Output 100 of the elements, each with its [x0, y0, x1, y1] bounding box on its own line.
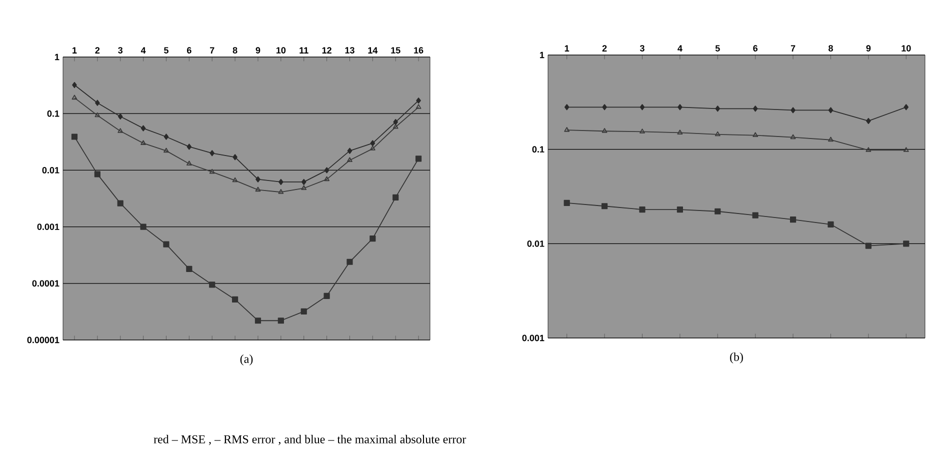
- x-tick-label: 2: [95, 47, 100, 54]
- y-tick-label: 1: [55, 54, 60, 60]
- point: [118, 128, 124, 133]
- point: [232, 296, 238, 303]
- y-tick-label: 0.0001: [32, 280, 60, 287]
- x-tick-label: 16: [414, 47, 424, 54]
- point: [94, 112, 100, 118]
- y-tick-label: 0.01: [527, 240, 544, 247]
- point: [415, 156, 422, 162]
- point: [347, 157, 352, 162]
- point: [255, 186, 261, 192]
- point: [256, 176, 260, 182]
- x-tick-label: 11: [300, 47, 308, 54]
- x-tick-label: 12: [322, 47, 332, 54]
- x-tick-label: 4: [140, 47, 146, 54]
- point: [678, 104, 682, 110]
- y-tick-label: 0.001: [522, 334, 544, 342]
- point: [324, 167, 330, 174]
- point: [278, 318, 284, 324]
- x-tick-label: 1: [564, 45, 570, 52]
- point: [790, 134, 796, 140]
- x-tick-label: 8: [232, 47, 238, 54]
- point: [866, 118, 871, 124]
- y-tick-label: 0.001: [37, 224, 60, 230]
- x-tick-label: 3: [640, 45, 644, 52]
- point: [790, 107, 796, 114]
- point: [186, 160, 192, 166]
- point: [232, 177, 238, 182]
- x-tick-label: 8: [828, 45, 833, 52]
- x-tick-label: 15: [391, 47, 400, 54]
- point: [140, 140, 146, 145]
- point: [254, 318, 262, 324]
- x-tick-label: 3: [118, 47, 123, 54]
- point: [828, 107, 834, 114]
- point: [752, 132, 758, 138]
- point: [416, 98, 421, 104]
- point: [640, 104, 645, 110]
- x-tick-label: 5: [164, 47, 168, 54]
- point: [790, 216, 796, 223]
- point: [117, 200, 124, 206]
- point: [640, 128, 645, 134]
- y-tick-label: 0.01: [42, 167, 60, 174]
- x-tick-label: 10: [276, 47, 286, 54]
- point: [714, 131, 720, 136]
- point: [639, 206, 646, 213]
- x-tick-label: 1: [72, 47, 77, 54]
- point: [564, 200, 570, 206]
- point: [828, 221, 834, 228]
- x-tick-label: 6: [186, 47, 192, 54]
- point: [300, 308, 307, 314]
- point: [164, 134, 169, 140]
- point: [324, 292, 330, 300]
- x-tick-label: 7: [210, 47, 214, 54]
- point: [370, 236, 376, 242]
- point: [140, 125, 146, 132]
- point: [903, 240, 910, 247]
- point: [324, 176, 330, 182]
- point: [232, 154, 238, 160]
- point: [118, 113, 123, 120]
- point: [392, 194, 399, 201]
- x-tick-label: 6: [753, 45, 758, 52]
- point: [186, 266, 192, 272]
- point: [676, 206, 683, 213]
- point: [301, 178, 306, 186]
- x-tick-label: 4: [678, 45, 682, 52]
- point: [752, 212, 758, 218]
- point: [278, 189, 284, 194]
- point: [346, 258, 353, 265]
- point: [602, 128, 608, 133]
- text: red – MSE , – RMS error , and blue – the maximal absolute error: [154, 434, 466, 446]
- point: [347, 148, 352, 154]
- point: [301, 185, 307, 190]
- x-tick-label: 2: [602, 45, 607, 52]
- point: [370, 140, 376, 146]
- point: [210, 150, 215, 156]
- point: [278, 178, 284, 186]
- point: [72, 82, 77, 88]
- x-tick-label: 9: [256, 47, 260, 54]
- point: [714, 208, 721, 214]
- text: (b): [730, 352, 743, 364]
- point: [752, 106, 758, 112]
- text: (a): [240, 354, 253, 366]
- point: [95, 100, 100, 106]
- y-tick-label: 1: [540, 52, 544, 58]
- x-tick-label: 13: [345, 47, 354, 54]
- x-tick-label: 10: [902, 45, 911, 52]
- point: [209, 282, 216, 288]
- point: [828, 136, 834, 142]
- y-tick-label: 0.00001: [27, 336, 60, 344]
- point: [904, 104, 909, 110]
- point: [140, 224, 146, 230]
- y-tick-label: 0.1: [532, 146, 544, 153]
- point: [163, 241, 170, 248]
- point: [865, 242, 872, 249]
- x-tick-label: 9: [866, 45, 871, 52]
- x-tick-label: 7: [790, 45, 796, 52]
- point: [866, 147, 872, 152]
- point: [393, 118, 398, 126]
- point: [94, 171, 100, 178]
- point: [602, 203, 608, 210]
